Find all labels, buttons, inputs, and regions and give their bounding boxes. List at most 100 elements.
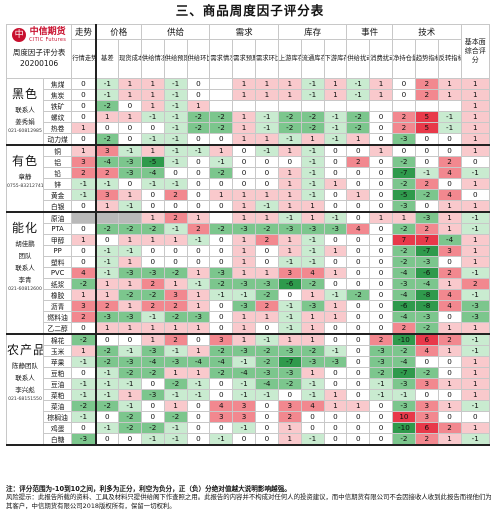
- score-cell: 2: [392, 111, 416, 123]
- score-cell: -4: [414, 278, 439, 290]
- table-row: 苹果 -1 -2 -3 -4 -3 -4 -4 -1 -2 -7 -3 -3 0 -3 -4 0 0 1: [7, 356, 491, 368]
- score-cell: 1: [140, 211, 165, 224]
- header-subcol-12: 供给扰动: [346, 39, 371, 79]
- score-cell: 0: [186, 178, 211, 190]
- score-cell: -2: [300, 122, 325, 134]
- header-subcol-14: 净持仓量: [392, 39, 416, 79]
- score-cell: -1: [300, 78, 325, 90]
- score-cell: 2: [369, 333, 394, 346]
- company-logo-icon: 中: [12, 28, 27, 42]
- score-cell: -1: [163, 223, 188, 235]
- score-cell: -1: [118, 200, 142, 213]
- header-group-4: 库存: [277, 24, 348, 40]
- score-cell: 0: [414, 133, 439, 146]
- score-cell: 0: [323, 422, 348, 434]
- score-cell: -1: [277, 311, 302, 323]
- score-cell: -1: [186, 378, 211, 390]
- group-phone: 021-68151550: [8, 397, 42, 402]
- score-cell: -8: [414, 289, 439, 301]
- score-cell: 1: [277, 167, 302, 179]
- score-cell: 1: [323, 389, 348, 401]
- score-cell: 0: [71, 133, 97, 146]
- score-cell: 2: [186, 223, 211, 235]
- group-name: 黑色: [11, 87, 38, 101]
- score-cell: 0: [95, 122, 119, 134]
- score-cell: -2: [255, 223, 279, 235]
- table-row: 甲醇 1 0 1 1 1 -1 0 1 2 1 -1 0 0 0 7 7 -4 1: [7, 234, 491, 246]
- score-cell: -2: [392, 245, 416, 257]
- score-cell: -2: [186, 111, 211, 123]
- composite-score-cell: -1: [460, 433, 491, 446]
- score-cell: 0: [414, 389, 439, 401]
- header-subcol-3: 供给情况: [140, 39, 165, 79]
- score-cell: 0: [118, 100, 142, 112]
- score-cell: -1: [140, 111, 165, 123]
- score-cell: -3: [277, 367, 302, 379]
- score-cell: 0: [414, 200, 439, 213]
- score-cell: -1: [232, 389, 256, 401]
- score-cell: -1: [118, 144, 142, 157]
- score-cell: -1: [163, 389, 188, 401]
- commodity-name: 甲醇: [42, 234, 73, 246]
- header-group-2: 供给: [140, 24, 211, 40]
- score-cell: -2: [209, 223, 234, 235]
- group-contact: 章静: [18, 173, 32, 181]
- composite-score-cell: 0: [460, 411, 491, 423]
- score-cell: -1: [186, 389, 211, 401]
- score-cell: -3: [186, 311, 211, 323]
- group-name: 有色: [11, 154, 38, 168]
- score-cell: -1: [71, 389, 97, 401]
- score-cell: 0: [209, 234, 234, 246]
- score-cell: 0: [323, 234, 348, 246]
- score-cell: 0: [71, 422, 97, 434]
- commodity-name: 热卷: [42, 122, 73, 134]
- group-label-3: 农产品 陈静团队 联系人 李兴彪 021-68151550: [6, 333, 44, 446]
- score-cell: 0: [71, 100, 97, 112]
- composite-score-cell: 2: [460, 278, 491, 290]
- table-row: 菜粕 -1 -1 1 -3 -1 -1 0 -1 -1 0 -1 1 0 -1 -1 0 0 1: [7, 389, 491, 401]
- score-cell: 4: [300, 267, 325, 279]
- score-cell: 1: [255, 211, 279, 224]
- score-cell: 0: [277, 156, 302, 168]
- score-cell: 0: [437, 389, 462, 401]
- score-cell: 0: [209, 311, 234, 323]
- score-cell: 3: [232, 400, 256, 412]
- commodity-name: 动力煤: [42, 133, 73, 146]
- score-cell: 1: [71, 345, 97, 357]
- score-cell: 0: [369, 422, 394, 434]
- score-cell: -1: [369, 378, 394, 390]
- score-cell: -3: [369, 356, 394, 368]
- score-cell: 1: [71, 234, 97, 246]
- score-cell: 0: [232, 178, 256, 190]
- score-cell: 0: [186, 411, 211, 423]
- score-cell: 1: [392, 211, 416, 224]
- score-cell: 0: [346, 211, 371, 224]
- composite-score-cell: 1: [460, 234, 491, 246]
- score-cell: 0: [277, 289, 302, 301]
- score-cell: -6: [414, 267, 439, 279]
- score-cell: 0: [209, 322, 234, 335]
- score-cell: -1: [95, 422, 119, 434]
- table-row: 锌 -1 -1 0 -1 -1 0 0 0 0 1 -1 1 0 0 -2 2 0 1: [7, 178, 491, 190]
- score-cell: 6: [414, 422, 439, 434]
- score-cell: 2: [255, 300, 279, 312]
- score-cell: -3: [414, 311, 439, 323]
- commodity-name: 鸡蛋: [42, 422, 73, 434]
- score-cell: 1: [71, 289, 97, 301]
- score-cell: 0: [95, 333, 119, 346]
- composite-score-cell: 0: [460, 189, 491, 201]
- table-row: 塑料 0 -1 1 0 0 0 0 1 0 -1 -1 0 0 0 -2 -3 0 1: [7, 256, 491, 268]
- header-subcol-11: 下游库存环比: [323, 39, 348, 79]
- score-cell: 1: [277, 144, 302, 157]
- score-cell: -5: [392, 189, 416, 201]
- score-cell: 1: [323, 89, 348, 101]
- score-cell: 1: [232, 133, 256, 146]
- score-cell: -1: [95, 245, 119, 257]
- score-cell: 1: [437, 89, 462, 101]
- composite-score-cell: -1: [460, 333, 491, 346]
- score-cell: 0: [346, 378, 371, 390]
- score-cell: 0: [186, 189, 211, 201]
- score-cell: 1: [437, 78, 462, 90]
- score-cell: -1: [255, 333, 279, 346]
